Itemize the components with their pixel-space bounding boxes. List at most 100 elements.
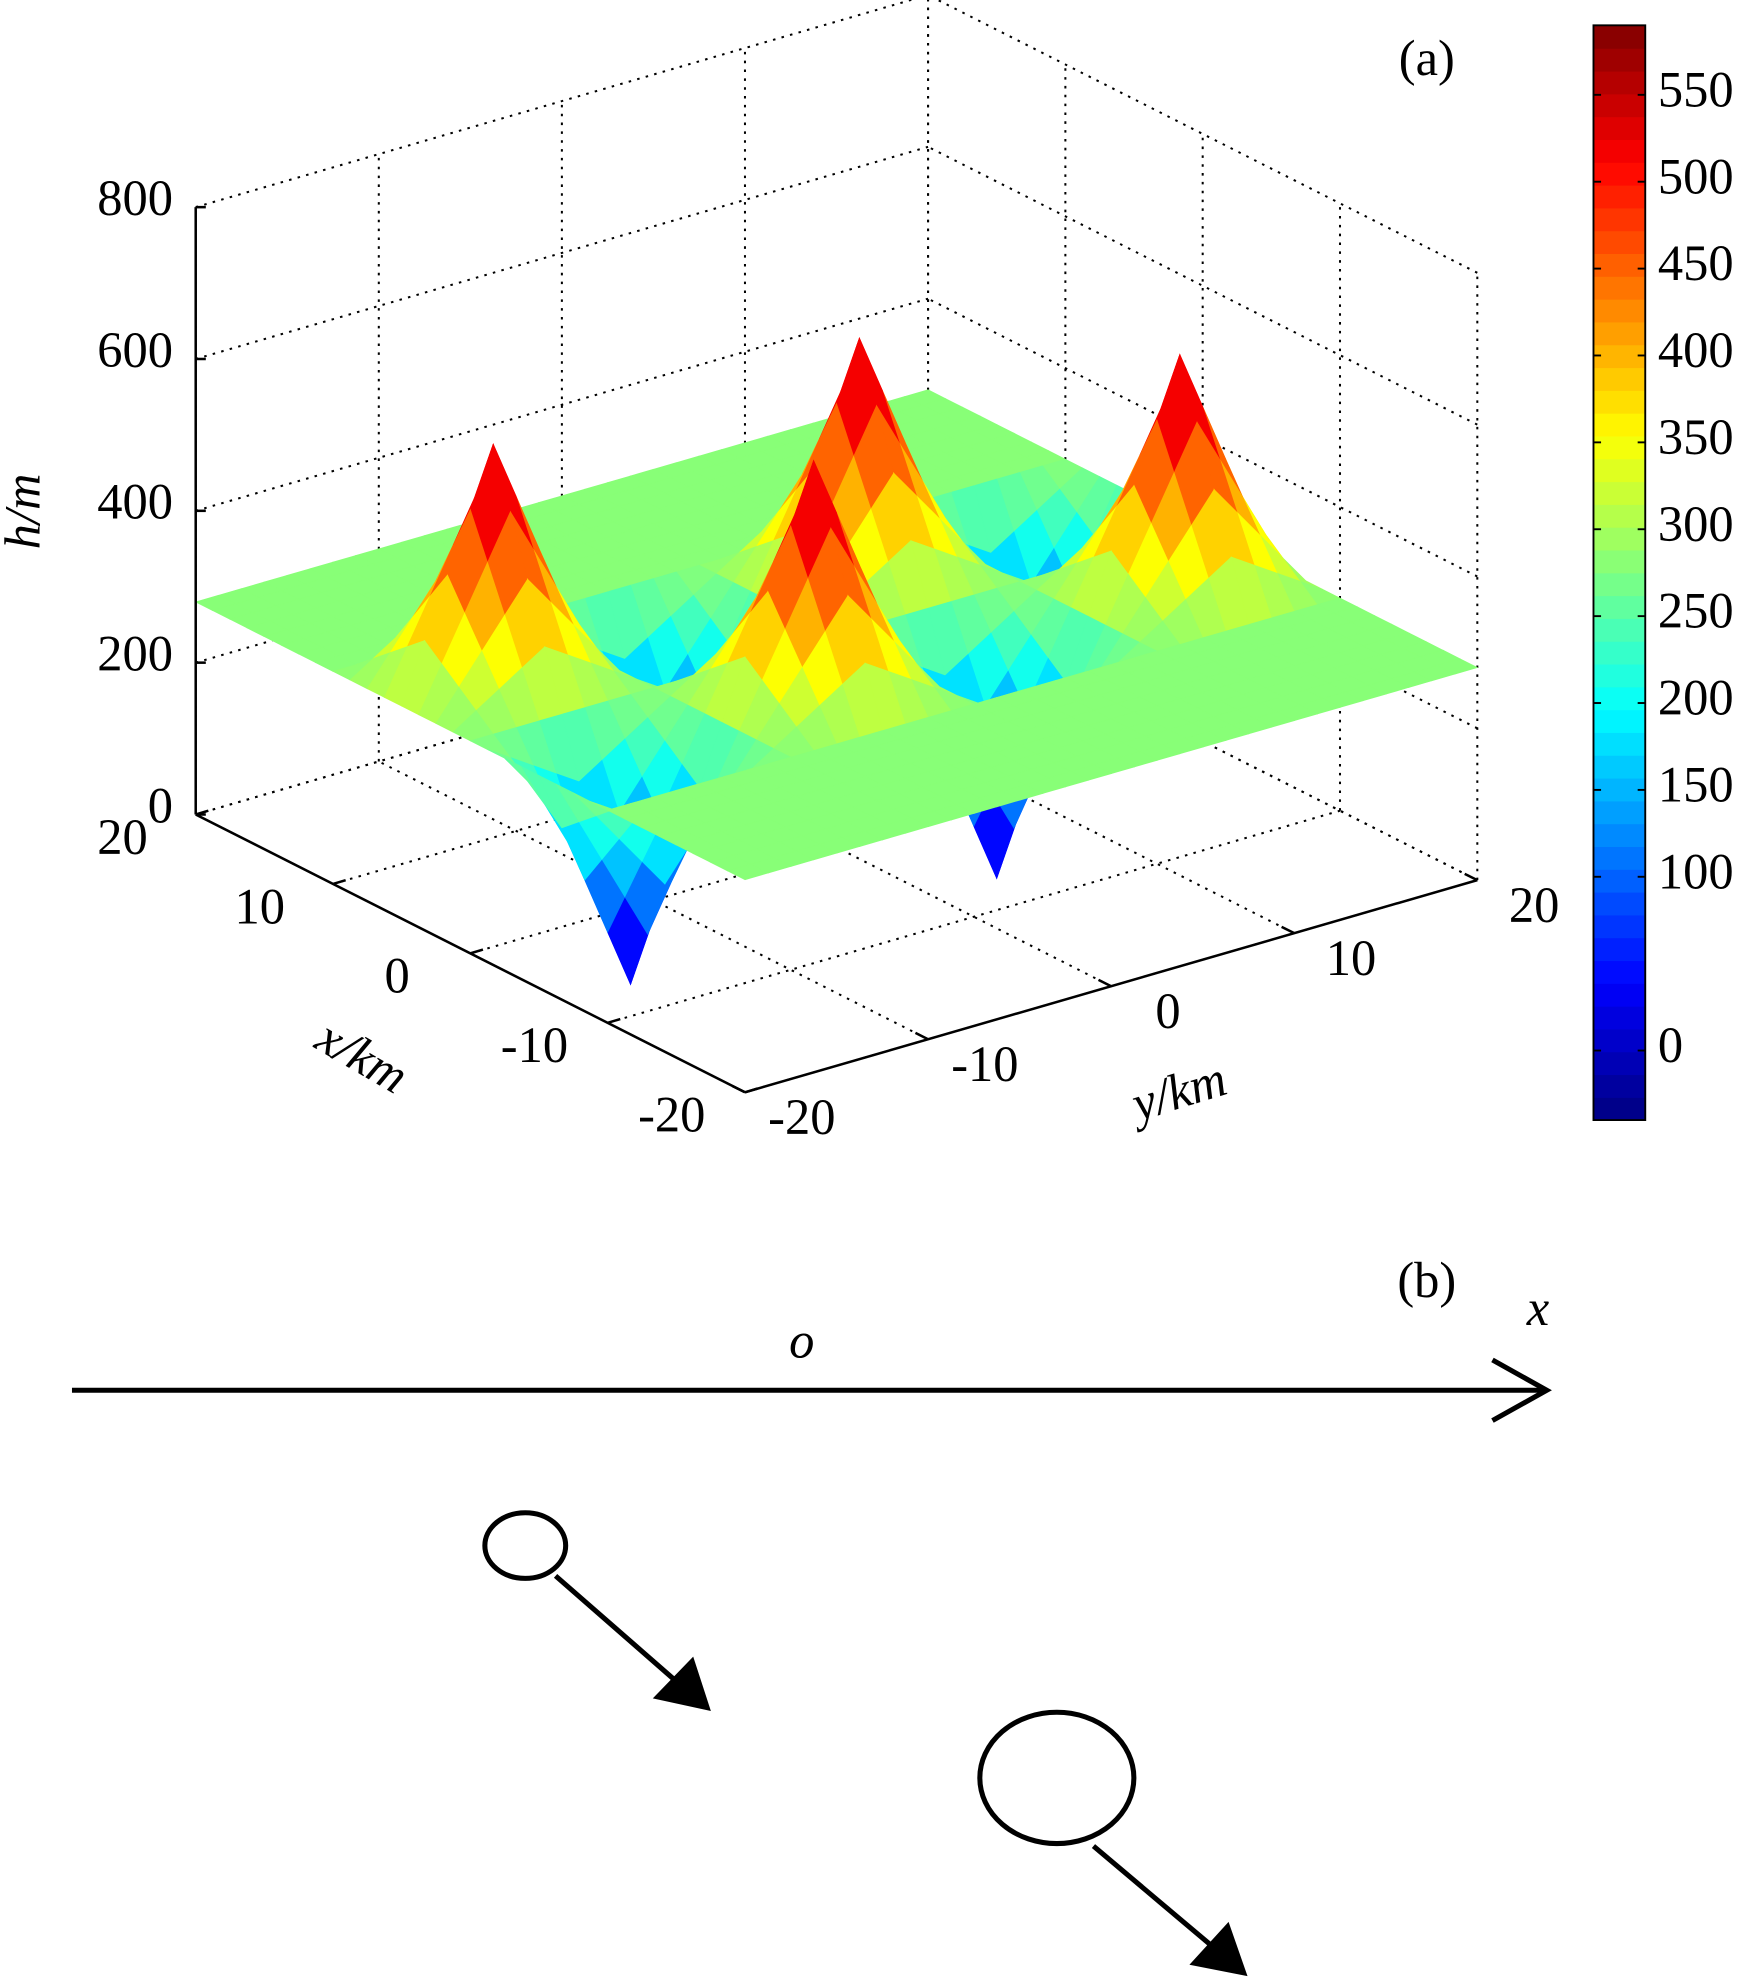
colorbar-tick-label: 0 <box>1658 1017 1683 1073</box>
y-axis <box>744 878 1478 1094</box>
z-tick-label: 0 <box>148 777 173 833</box>
colorbar-swatch <box>1593 869 1646 893</box>
axis-label: x <box>1526 1280 1550 1336</box>
colorbar-tick-label: 250 <box>1658 583 1734 639</box>
colorbar-swatch <box>1593 641 1646 665</box>
colorbar-swatch <box>1593 344 1646 369</box>
surface-patch <box>726 863 769 881</box>
arrowhead <box>1189 1921 1248 1977</box>
colorbar-tick-label: 550 <box>1658 61 1734 117</box>
x-tick <box>744 1087 758 1094</box>
colorbar-swatch <box>1593 390 1646 414</box>
small-circle <box>482 1510 569 1581</box>
colorbar-swatch <box>1593 1006 1646 1030</box>
colorbar-swatch <box>1593 732 1646 756</box>
x-tick-label: -20 <box>638 1087 705 1143</box>
grid-line <box>195 0 915 209</box>
diagram: (b) x o <box>71 1252 1552 1977</box>
x-tick-label: -10 <box>501 1017 568 1073</box>
colorbar-swatch <box>1593 207 1646 232</box>
y-tick <box>731 1084 746 1094</box>
colorbar-swatch <box>1593 413 1646 437</box>
colorbar-swatch <box>1593 458 1646 483</box>
colorbar-swatch <box>1593 960 1646 984</box>
grid-line <box>927 145 1478 426</box>
arrow-line <box>1091 1844 1217 1951</box>
colorbar-swatch <box>1593 891 1646 916</box>
colorbar-tick-label: 400 <box>1658 322 1734 378</box>
colorbar-tick-label: 200 <box>1658 670 1734 726</box>
axis-arrowhead <box>1491 1357 1552 1423</box>
y-tick-label: 20 <box>1509 877 1560 933</box>
colorbar-swatch <box>1593 276 1646 300</box>
colorbar-swatch <box>1593 481 1646 505</box>
colorbar-swatch <box>1593 549 1646 574</box>
panel-label: (a) <box>1399 30 1455 86</box>
colorbar-swatch <box>1593 983 1646 1007</box>
y-tick-label: 10 <box>1326 930 1377 986</box>
colorbar-swatch <box>1593 1097 1646 1121</box>
colorbar-swatch <box>1593 162 1646 186</box>
panel-label: (b) <box>1397 1252 1456 1308</box>
y-axis-label: y/km <box>1120 1050 1232 1133</box>
y-tick <box>1097 978 1112 988</box>
colorbar-swatch <box>1593 1051 1646 1076</box>
colorbar-swatch <box>1593 777 1646 802</box>
colorbar-swatch <box>1593 595 1646 619</box>
y-tick <box>1281 925 1295 935</box>
y-tick-label: -20 <box>768 1089 835 1145</box>
colorbar-swatch <box>1593 686 1646 711</box>
colorbar-tick-label: 100 <box>1658 843 1734 899</box>
colorbar-swatch <box>1593 48 1646 72</box>
colorbar-swatch <box>1593 572 1646 597</box>
x-axis-label: x/km <box>306 1007 417 1104</box>
colorbar-swatch <box>1593 823 1646 848</box>
colorbar-tick-label: 450 <box>1658 235 1734 291</box>
colorbar-swatch <box>1593 1028 1646 1053</box>
colorbar-swatch <box>1593 299 1646 323</box>
x-tick-label: 10 <box>235 878 285 934</box>
colorbar-swatch <box>1593 709 1646 733</box>
colorbar-swatch <box>1593 527 1646 551</box>
colorbar-tick-label: 150 <box>1658 756 1734 812</box>
colorbar-swatch <box>1593 253 1646 277</box>
x-tick-label: 0 <box>384 948 409 1004</box>
surface-chart: (a) x/km y/km h/m 0200400600800-20-10010… <box>0 0 1734 1145</box>
y-tick-label: 0 <box>1155 983 1180 1039</box>
arrowhead <box>652 1656 711 1711</box>
colorbar-swatch <box>1593 435 1646 460</box>
y-tick-label: -10 <box>951 1036 1018 1092</box>
colorbar-swatch <box>1593 184 1646 209</box>
grid-line <box>195 297 929 512</box>
colorbar-tick-label: 350 <box>1658 409 1734 465</box>
colorbar-swatch <box>1593 93 1646 118</box>
colorbar-swatch <box>1593 755 1646 779</box>
z-axis-label: h/m <box>0 474 50 550</box>
grid-line <box>935 0 1478 274</box>
z-tick-label: 400 <box>97 474 173 530</box>
colorbar-tick-label: 500 <box>1658 148 1734 204</box>
arrow-line <box>553 1573 678 1683</box>
y-tick <box>914 1031 929 1041</box>
colorbar-tick-label: 300 <box>1658 496 1734 552</box>
origin-label: o <box>789 1313 814 1369</box>
colorbar-swatch <box>1593 25 1646 49</box>
x-tick <box>607 1017 621 1025</box>
colorbar-swatch <box>1593 618 1646 642</box>
grid-line <box>927 297 1478 578</box>
colorbar-swatch <box>1593 321 1646 346</box>
colorbar-swatch <box>1593 116 1646 140</box>
colorbar-swatch <box>1593 663 1646 688</box>
colorbar-swatch <box>1593 70 1646 95</box>
colorbar-swatch <box>1593 367 1646 391</box>
grid-line <box>195 145 929 360</box>
z-tick-label: 200 <box>97 625 173 681</box>
z-tick-label: 800 <box>97 170 173 226</box>
colorbar-swatch <box>1593 139 1646 163</box>
colorbar-swatch <box>1593 914 1646 939</box>
colorbar-swatch <box>1593 937 1646 962</box>
colorbar-swatch <box>1593 800 1646 825</box>
y-tick <box>1464 872 1478 882</box>
